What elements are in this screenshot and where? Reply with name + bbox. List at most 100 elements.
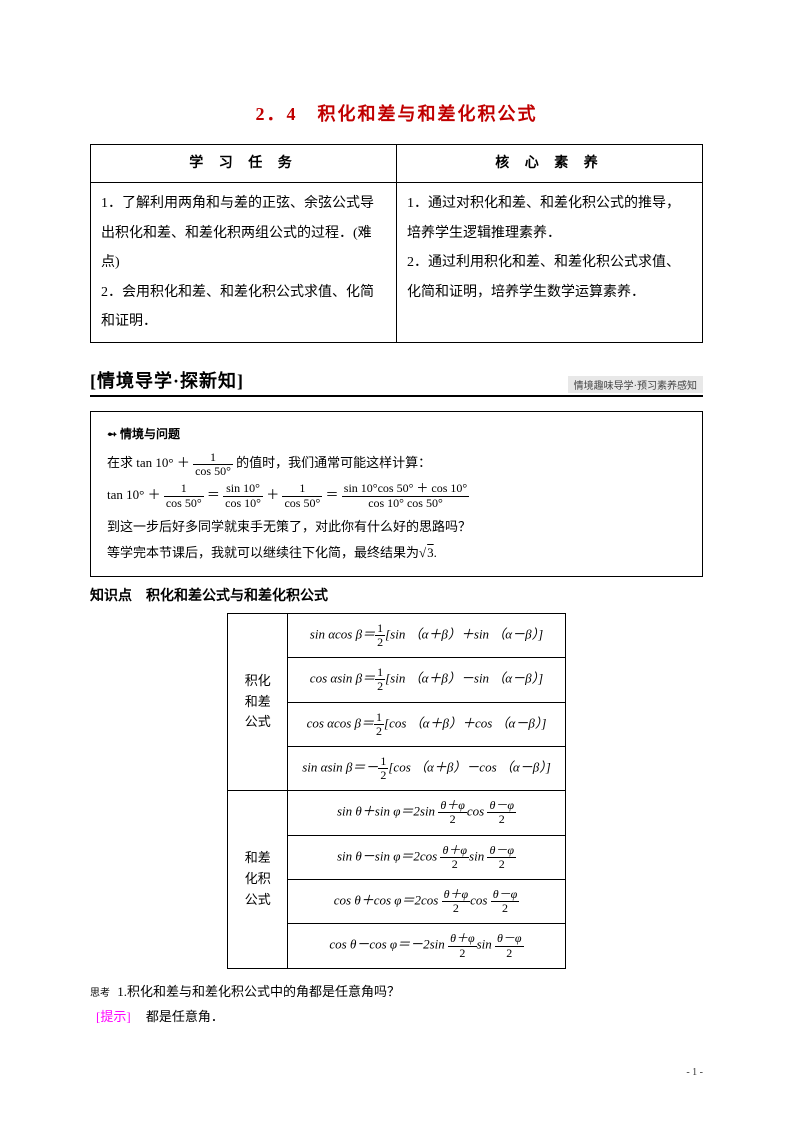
section-header: [情境导学·探新知] 情境趣味导学·预习素养感知 <box>90 367 703 397</box>
d: 2 <box>374 725 384 738</box>
n: 1 <box>375 666 385 680</box>
l4pre: 等学完本节课后，我就可以继续往下化简，最终结果为 <box>107 545 419 560</box>
section-header-left: [情境导学·探新知] <box>90 367 244 395</box>
frac-num: 1 <box>193 451 233 465</box>
think-text: 1.积化和差与和差化积公式中的角都是任意角吗？ <box>117 984 400 999</box>
half: 12 <box>374 711 384 738</box>
n: 1 <box>378 755 388 769</box>
rhs: [sin （α＋β）－sin （α－β）] <box>385 671 543 686</box>
formula-row-3: cos αcos β＝12[cos （α＋β）＋cos （α－β）] <box>288 702 566 746</box>
d: 2 <box>491 902 520 915</box>
page-title: 2．4 积化和差与和差化积公式 <box>90 100 703 126</box>
lhs: cos αsin β＝ <box>310 671 375 686</box>
d: 2 <box>487 858 516 871</box>
d: cos 50° <box>164 497 204 510</box>
d: 2 <box>375 680 385 693</box>
hint-label: [提示] <box>96 1009 131 1024</box>
group2-label: 和差化积公式 <box>228 791 288 969</box>
scenario-line3: 到这一步后好多同学就束手无策了，对此你有什么好的思路吗？ <box>107 514 686 540</box>
l4sqrt: 3 <box>426 545 434 560</box>
objectives-tasks-cell: 1．了解利用两角和与差的正弦、余弦公式导出积化和差、和差化积两组公式的过程．(难… <box>91 183 397 343</box>
f1: θ＋φ2 <box>440 844 469 871</box>
mid: sin <box>477 937 495 952</box>
n: θ＋φ <box>442 888 471 902</box>
d: 2 <box>442 902 471 915</box>
l2f4: sin 10°cos 50° ＋ cos 10°cos 10° cos 50° <box>342 482 469 509</box>
objectives-header-tasks: 学 习 任 务 <box>91 145 397 183</box>
f2: θ－φ2 <box>495 932 524 959</box>
n: 1 <box>374 711 384 725</box>
n: θ－φ <box>495 932 524 946</box>
mid: cos <box>467 804 488 819</box>
lhs: sin αsin β＝－ <box>302 760 378 775</box>
lhs: sin θ－sin φ＝2cos <box>337 848 441 863</box>
d: 2 <box>495 947 524 960</box>
n: θ－φ <box>487 844 516 858</box>
lhs: sin αcos β＝ <box>310 626 375 641</box>
rhs: [cos （α＋β）＋cos （α－β）] <box>384 715 546 730</box>
f1: θ＋φ2 <box>438 799 467 826</box>
l2f1: 1cos 50° <box>164 482 204 509</box>
lhs: cos θ＋cos φ＝2cos <box>334 893 442 908</box>
rhs: [sin （α＋β）＋sin （α－β）] <box>385 626 543 641</box>
formula-row-6: sin θ－sin φ＝2cos θ＋φ2sin θ－φ2 <box>288 835 566 879</box>
half: 12 <box>378 755 388 782</box>
lhs: cos θ－cos φ＝－2sin <box>329 937 448 952</box>
mid: cos <box>470 893 491 908</box>
n: θ－φ <box>491 888 520 902</box>
n: θ＋φ <box>440 844 469 858</box>
objectives-header-core: 核 心 素 养 <box>397 145 703 183</box>
think-label: 思考 <box>90 988 110 999</box>
formula-row-8: cos θ－cos φ＝－2sin θ＋φ2sin θ－φ2 <box>288 924 566 968</box>
f2: θ－φ2 <box>491 888 520 915</box>
l2f3: 1cos 50° <box>282 482 322 509</box>
page-number: - 1 - <box>686 1067 703 1078</box>
formula-row-2: cos αsin β＝12[sin （α＋β）－sin （α－β）] <box>288 658 566 702</box>
group1-label: 积化和差公式 <box>228 613 288 791</box>
n: θ－φ <box>487 799 516 813</box>
d: 2 <box>375 636 385 649</box>
lhs: sin θ＋sin φ＝2sin <box>337 804 438 819</box>
formula-row-7: cos θ＋cos φ＝2cos θ＋φ2cos θ－φ2 <box>288 880 566 924</box>
f1: θ＋φ2 <box>442 888 471 915</box>
formulas-table: 积化和差公式 sin αcos β＝12[sin （α＋β）＋sin （α－β）… <box>227 613 566 969</box>
half: 12 <box>375 622 385 649</box>
formula-row-1: sin αcos β＝12[sin （α＋β）＋sin （α－β）] <box>288 613 566 657</box>
frac-den: cos 50° <box>193 465 233 478</box>
knowledge-point-title: 知识点 积化和差公式与和差化积公式 <box>90 585 703 605</box>
scenario-line4: 等学完本节课后，我就可以继续往下化简，最终结果为√3. <box>107 540 686 566</box>
scenario-line1: 在求 tan 10° ＋ 1 cos 50° 的值时，我们通常可能这样计算： <box>107 450 686 478</box>
objectives-table: 学 习 任 务 核 心 素 养 1．了解利用两角和与差的正弦、余弦公式导出积化和… <box>90 144 703 343</box>
d: 2 <box>438 813 467 826</box>
f1: θ＋φ2 <box>448 932 477 959</box>
n: 1 <box>375 622 385 636</box>
hint-line: [提示] 都是任意角． <box>96 1006 703 1025</box>
scenario-line1-pre: 在求 tan 10° ＋ <box>107 455 190 470</box>
n: θ＋φ <box>448 932 477 946</box>
mid: sin <box>469 848 487 863</box>
n: 1 <box>282 482 322 496</box>
l2plus: ＋ <box>266 487 279 502</box>
l4post: . <box>434 545 437 560</box>
d: 2 <box>440 858 469 871</box>
formula-row-4: sin αsin β＝－12[cos （α＋β）－cos （α－β）] <box>288 746 566 790</box>
d: 2 <box>487 813 516 826</box>
scenario-box: ➻ 情境与问题 在求 tan 10° ＋ 1 cos 50° 的值时，我们通常可… <box>90 411 703 576</box>
lhs: cos αcos β＝ <box>307 715 374 730</box>
scenario-line2: tan 10° ＋ 1cos 50° ＝ sin 10°cos 10° ＋ 1c… <box>107 482 686 510</box>
objectives-core-cell: 1．通过对积化和差、和差化积公式的推导，培养学生逻辑推理素养．2．通过利用积化和… <box>397 183 703 343</box>
f2: θ－φ2 <box>487 844 516 871</box>
hint-text: 都是任意角． <box>146 1009 224 1024</box>
formula-row-5: sin θ＋sin φ＝2sin θ＋φ2cos θ－φ2 <box>288 791 566 835</box>
l2a: tan 10° ＋ <box>107 487 161 502</box>
n: sin 10°cos 50° ＋ cos 10° <box>342 482 469 496</box>
d: cos 10° <box>223 497 263 510</box>
scenario-heading: ➻ 情境与问题 <box>107 422 686 446</box>
n: 1 <box>164 482 204 496</box>
think-line: 思考 1.积化和差与和差化积公式中的角都是任意角吗？ <box>90 981 703 1000</box>
scenario-line1-post: 的值时，我们通常可能这样计算： <box>236 455 431 470</box>
l2f2: sin 10°cos 10° <box>223 482 263 509</box>
l2eq1: ＝ <box>207 487 220 502</box>
section-header-right: 情境趣味导学·预习素养感知 <box>568 376 703 393</box>
scenario-line1-frac: 1 cos 50° <box>193 451 233 478</box>
